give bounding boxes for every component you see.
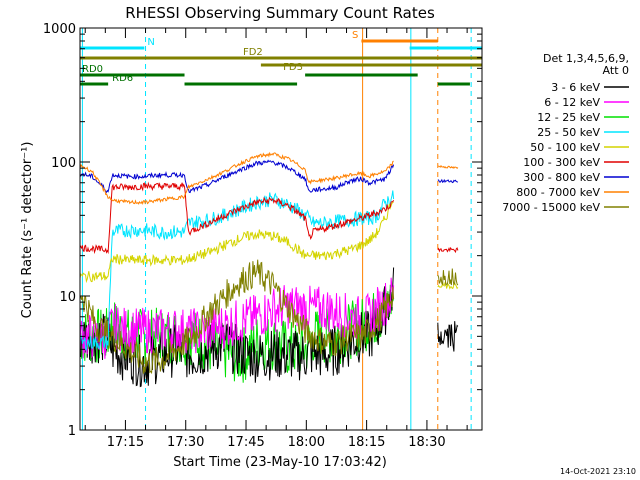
legend-entry-label: 800 - 7000 keV: [516, 186, 600, 199]
legend-header: Att 0: [603, 64, 629, 77]
y-tick-label: 100: [51, 156, 76, 171]
y-tick-label: 1: [68, 424, 76, 439]
state-bar-label: FD3: [283, 62, 303, 73]
legend-entry-label: 50 - 100 keV: [530, 141, 600, 154]
state-bar-label: N: [147, 37, 154, 48]
chart-title: RHESSI Observing Summary Count Rates: [125, 4, 435, 22]
legend: Det 1,3,4,5,6,9,Att 03 - 6 keV 6 - 12 keV…: [502, 52, 629, 214]
x-axis-label: Start Time (23-May-10 17:03:42): [173, 455, 387, 470]
series-line: [437, 178, 459, 184]
x-tick-label: 17:45: [227, 435, 264, 450]
y-tick-label: 1000: [43, 22, 76, 37]
state-bar-label: RD0: [82, 64, 103, 75]
series-line: [437, 268, 459, 287]
x-tick-label: 18:00: [288, 435, 325, 450]
y-tick-label: 10: [59, 290, 76, 305]
legend-entry-label: 3 - 6 keV: [551, 81, 600, 94]
data-series: [79, 151, 459, 388]
legend-entry-label: 6 - 12 keV: [544, 96, 600, 109]
series-line: [79, 259, 395, 375]
series-line: [79, 151, 394, 206]
x-tick-label: 17:15: [107, 435, 144, 450]
series-line: [79, 190, 395, 351]
series-line: [79, 277, 395, 359]
legend-entry-label: 12 - 25 keV: [537, 111, 600, 124]
x-axis: 17:15 17:30 17:45 18:00 18:15 18:30: [84, 28, 468, 450]
state-bar-label: RD6: [112, 73, 133, 84]
state-bar-label: FD2: [243, 47, 263, 58]
plot-frame: [79, 27, 483, 431]
series-line: [437, 246, 459, 254]
instrument-state-annotations: N S FD2 FD3 RD0 RD6: [80, 28, 482, 430]
legend-entry-label: 300 - 800 keV: [523, 171, 600, 184]
series-line: [79, 181, 395, 255]
legend-entry-label: 25 - 50 keV: [537, 126, 600, 139]
x-tick-label: 18:15: [348, 435, 385, 450]
series-line: [437, 321, 459, 352]
x-tick-label: 18:30: [408, 435, 445, 450]
x-tick-label: 17:30: [167, 435, 204, 450]
y-axis-label: Count Rate (s⁻¹ detector⁻¹): [20, 142, 35, 319]
legend-entry-label: 100 - 300 keV: [523, 156, 600, 169]
series-line: [79, 201, 394, 284]
series-line: [437, 164, 459, 170]
series-line: [79, 159, 395, 194]
legend-header: Det 1,3,4,5,6,9,: [543, 52, 629, 65]
footer-timestamp: 14-Oct-2021 23:10: [560, 467, 636, 476]
state-bar-label: S: [352, 30, 358, 41]
legend-entry-label: 7000 - 15000 keV: [502, 201, 600, 214]
